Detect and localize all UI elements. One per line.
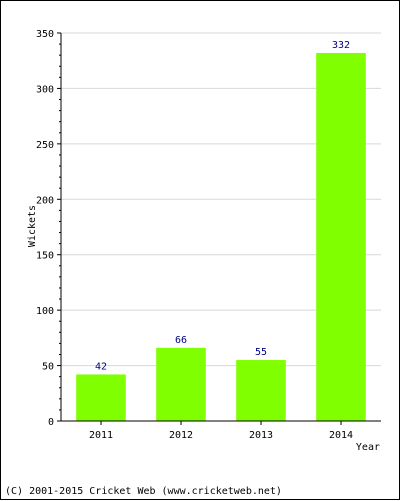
y-tick-label: 350 [36,29,54,40]
data-label-2012: 66 [175,335,187,346]
x-tick-label-2014: 2014 [329,430,353,441]
bar-2013 [236,360,286,421]
bar-2014 [316,52,366,421]
data-label-2013: 55 [255,347,267,358]
bar-layer [76,52,366,421]
y-tick-label: 300 [36,84,54,95]
y-tick-label: 50 [42,362,54,373]
y-tick-label: 0 [48,417,54,428]
copyright-credit: (C) 2001-2015 Cricket Web (www.cricketwe… [5,486,282,497]
axis-layer: 0 50 100 150 200 250 300 350 2011 2012 2013 2014 [36,29,381,441]
data-label-2011: 42 [95,361,107,372]
y-axis-title: Wickets [27,205,38,247]
bar-2012 [156,347,206,421]
x-tick-label-2011: 2011 [89,430,113,441]
y-tick-label: 200 [36,195,54,206]
x-tick-label-2013: 2013 [249,430,273,441]
grid-layer [61,32,381,367]
label-layer: 42 66 55 332 [95,40,350,372]
x-axis-title: Year [356,442,380,453]
y-tick-label: 100 [36,306,54,317]
y-tick-label: 250 [36,140,54,151]
bar-2011 [76,374,126,421]
data-label-2014: 332 [332,40,350,51]
y-tick-label: 150 [36,251,54,262]
x-tick-label-2012: 2012 [169,430,193,441]
